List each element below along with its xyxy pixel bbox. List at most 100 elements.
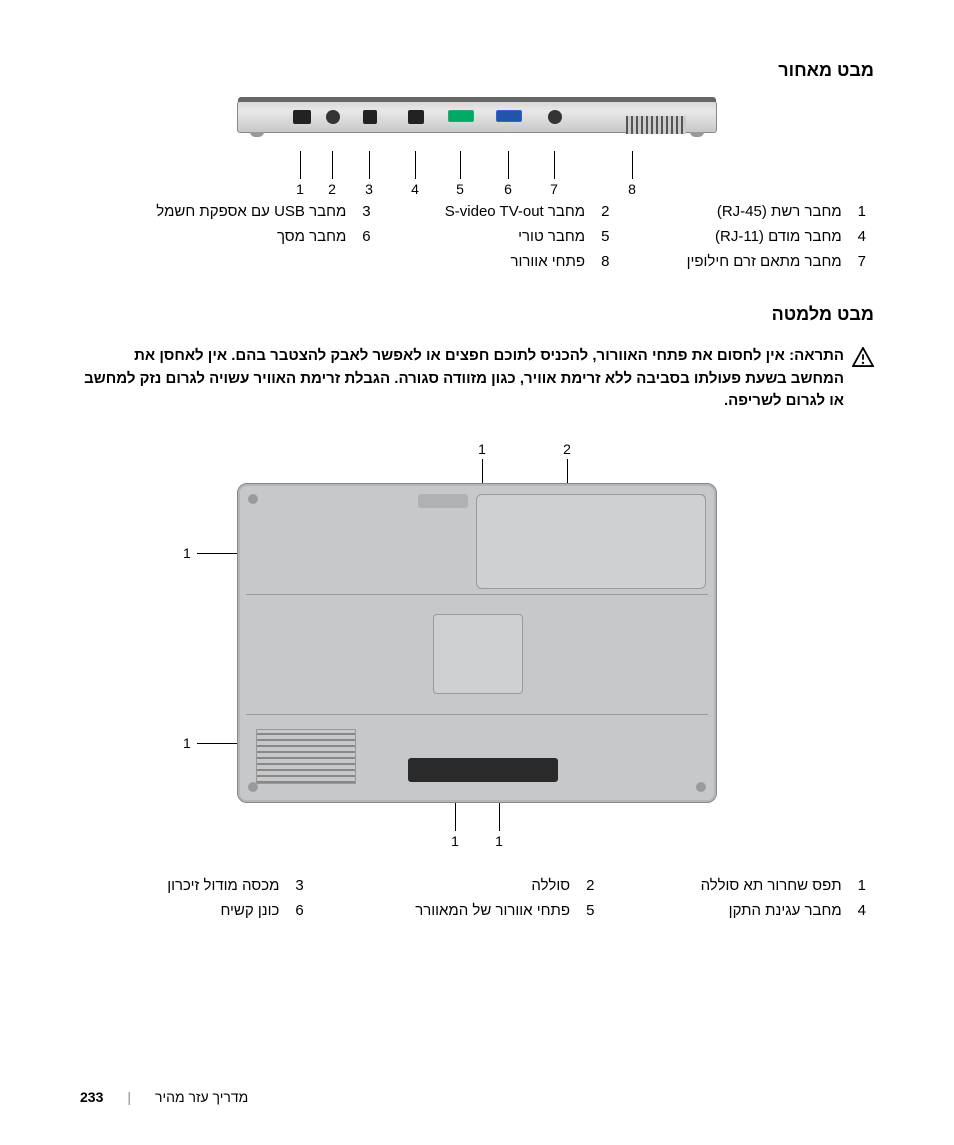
legend-label: פתחי אוורור של המאוורר bbox=[312, 898, 578, 923]
callout-number: 1 bbox=[451, 833, 459, 849]
legend-num: 5 bbox=[578, 898, 602, 923]
callout-number: 6 bbox=[504, 181, 512, 197]
callout-leader bbox=[455, 803, 456, 831]
battery bbox=[476, 494, 706, 589]
port-usb bbox=[363, 110, 377, 124]
panel-seam bbox=[246, 714, 708, 715]
callout-number: 3 bbox=[365, 181, 373, 197]
callout-number: 1 bbox=[478, 441, 486, 457]
legend-label: מחבר מתאם זרם חילופין bbox=[617, 249, 849, 274]
docking-connector bbox=[408, 758, 558, 782]
laptop-back-body bbox=[237, 101, 717, 133]
port-svideo bbox=[326, 110, 340, 124]
footer-page-number: 233 bbox=[80, 1089, 103, 1105]
port-serial bbox=[448, 110, 474, 122]
legend-num: 6 bbox=[354, 224, 378, 249]
callout-leader bbox=[554, 151, 555, 179]
port-rj45 bbox=[293, 110, 311, 124]
table-row: 1 תפס שחרור תא סוללה 2 סוללה 3 מכסה מודו… bbox=[80, 873, 874, 898]
callout-leader bbox=[197, 743, 237, 744]
callout-number: 2 bbox=[328, 181, 336, 197]
callout-leader bbox=[197, 553, 237, 554]
callout-leader bbox=[460, 151, 461, 179]
port-vga bbox=[496, 110, 522, 122]
legend-num: 4 bbox=[850, 898, 874, 923]
bottom-bottom-callouts: 11 bbox=[197, 803, 757, 853]
legend-label: מחבר רשת (RJ-45) bbox=[617, 199, 849, 224]
bottom-view-diagram: 12 11 11 bbox=[197, 441, 757, 853]
warning-text: התראה: אין לחסום את פתחי האוורור, להכניס… bbox=[80, 345, 844, 413]
callout-leader bbox=[482, 459, 483, 483]
foot-right bbox=[690, 132, 704, 137]
table-row: 4 מחבר מודם (RJ-11) 5 מחבר טורי 6 מחבר מ… bbox=[80, 224, 874, 249]
bottom-view-title: מבט מלמטה bbox=[80, 304, 874, 325]
callout-number: 1 bbox=[296, 181, 304, 197]
screw bbox=[696, 782, 706, 792]
callout-number: 2 bbox=[563, 441, 571, 457]
back-vents bbox=[626, 116, 686, 134]
port-rj11 bbox=[408, 110, 424, 124]
back-callout-row: 1 2 3 4 5 6 7 8 bbox=[237, 151, 717, 199]
callout-number: 4 bbox=[411, 181, 419, 197]
legend-label: כונן קשיח bbox=[80, 898, 287, 923]
callout-leader bbox=[332, 151, 333, 179]
warning-body: אין לחסום את פתחי האוורור, להכניס לתוכם … bbox=[84, 347, 844, 409]
callout-leader bbox=[499, 803, 500, 831]
legend-label: מחבר עגינת התקן bbox=[602, 898, 849, 923]
callout-number: 7 bbox=[550, 181, 558, 197]
legend-num: 5 bbox=[593, 224, 617, 249]
legend-label: פתחי אוורור bbox=[379, 249, 593, 274]
footer-doc-title: מדריך עזר מהיר bbox=[155, 1089, 248, 1105]
laptop-bottom-body bbox=[237, 483, 717, 803]
callout-leader bbox=[300, 151, 301, 179]
footer-separator: | bbox=[127, 1089, 131, 1105]
callout-number: 1 bbox=[183, 545, 191, 561]
legend-num: 2 bbox=[593, 199, 617, 224]
legend-label: מחבר S-video TV-out bbox=[379, 199, 593, 224]
legend-label: מכסה מודול זיכרון bbox=[80, 873, 287, 898]
table-row: 4 מחבר עגינת התקן 5 פתחי אוורור של המאוו… bbox=[80, 898, 874, 923]
legend-num: 8 bbox=[593, 249, 617, 274]
memory-cover bbox=[433, 614, 523, 694]
back-legend-table: 1 מחבר רשת (RJ-45) 2 מחבר S-video TV-out… bbox=[80, 199, 874, 274]
back-view-title: מבט מאחור bbox=[80, 60, 874, 81]
legend-num: 2 bbox=[578, 873, 602, 898]
legend-num: 3 bbox=[287, 873, 311, 898]
callout-leader bbox=[632, 151, 633, 179]
legend-label: מחבר USB עם אספקת חשמל bbox=[80, 199, 354, 224]
fan-vents bbox=[256, 729, 356, 784]
table-row: 1 מחבר רשת (RJ-45) 2 מחבר S-video TV-out… bbox=[80, 199, 874, 224]
warning-icon bbox=[852, 347, 874, 367]
legend-num: 1 bbox=[850, 873, 874, 898]
port-ac bbox=[548, 110, 562, 124]
legend-label: מחבר טורי bbox=[379, 224, 593, 249]
callout-number: 8 bbox=[628, 181, 636, 197]
legend-label: מחבר מסך bbox=[80, 224, 354, 249]
bottom-top-callouts: 12 bbox=[197, 441, 757, 483]
legend-label: תפס שחרור תא סוללה bbox=[602, 873, 849, 898]
callout-number: 1 bbox=[183, 735, 191, 751]
warning-label: התראה: bbox=[789, 347, 844, 364]
table-row: 7 מחבר מתאם זרם חילופין 8 פתחי אוורור bbox=[80, 249, 874, 274]
callout-number: 5 bbox=[456, 181, 464, 197]
legend-num: 3 bbox=[354, 199, 378, 224]
screw bbox=[248, 494, 258, 504]
callout-leader bbox=[567, 459, 568, 483]
foot-left bbox=[250, 132, 264, 137]
legend-num: 6 bbox=[287, 898, 311, 923]
callout-leader bbox=[369, 151, 370, 179]
callout-leader bbox=[415, 151, 416, 179]
bottom-legend-table: 1 תפס שחרור תא סוללה 2 סוללה 3 מכסה מודו… bbox=[80, 873, 874, 923]
page-footer: מדריך עזר מהיר | 233 bbox=[80, 1089, 874, 1105]
port-row bbox=[238, 110, 716, 126]
legend-num: 1 bbox=[850, 199, 874, 224]
callout-number: 1 bbox=[495, 833, 503, 849]
back-view-diagram bbox=[237, 101, 717, 133]
legend-num: 7 bbox=[850, 249, 874, 274]
legend-num: 4 bbox=[850, 224, 874, 249]
panel-seam bbox=[246, 594, 708, 595]
legend-label: מחבר מודם (RJ-11) bbox=[617, 224, 849, 249]
legend-label: סוללה bbox=[312, 873, 578, 898]
battery-latch bbox=[418, 494, 468, 508]
callout-leader bbox=[508, 151, 509, 179]
